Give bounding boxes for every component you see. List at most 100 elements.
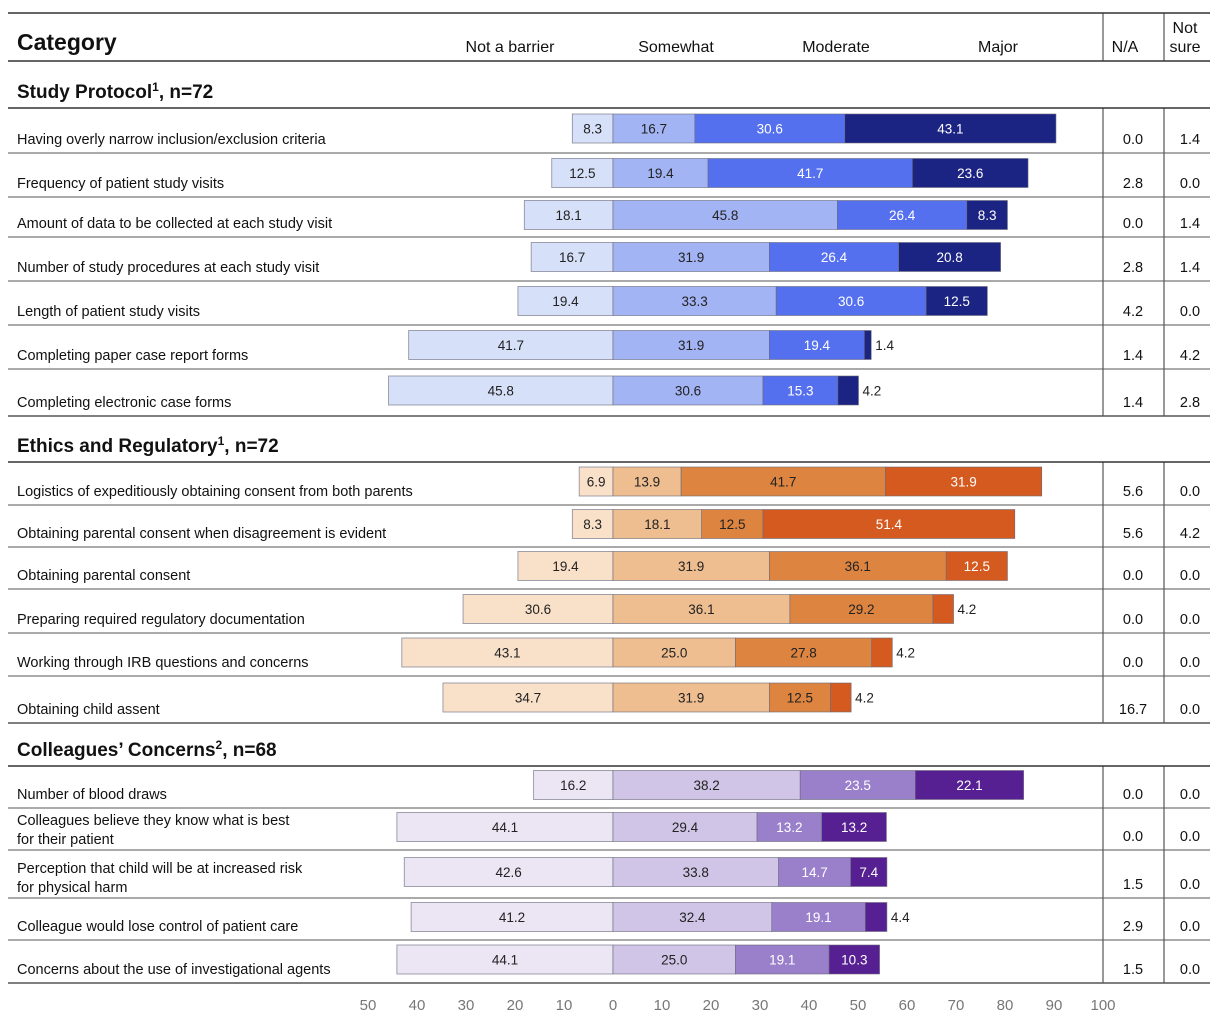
bar-label-moderate: 19.4 xyxy=(804,338,831,353)
bar-segment-moderate xyxy=(799,770,916,800)
bar-segment-major xyxy=(898,242,1001,272)
bar-segment-not-a-barrier xyxy=(523,200,614,230)
not-sure-value: 0.0 xyxy=(1180,655,1200,671)
bar-segment-somewhat xyxy=(612,812,758,842)
bar-label-moderate: 29.2 xyxy=(848,602,874,617)
bar-label-moderate: 15.3 xyxy=(787,384,813,399)
bar-segment-somewhat xyxy=(612,637,736,668)
bar-label-major: 20.8 xyxy=(936,250,962,265)
bar-label-somewhat: 33.8 xyxy=(683,865,709,880)
bar-label-not-a-barrier: 8.3 xyxy=(583,517,602,532)
bar-segment-somewhat xyxy=(612,770,801,800)
x-tick-label: 20 xyxy=(507,997,524,1013)
bar-segment-somewhat xyxy=(612,286,777,316)
x-tick-label: 80 xyxy=(997,997,1014,1013)
bar-segment-major xyxy=(871,637,893,668)
bar-segment-somewhat xyxy=(612,509,702,539)
not-sure-value: 1.4 xyxy=(1180,216,1200,232)
x-tick-label: 100 xyxy=(1090,997,1115,1013)
x-tick-label: 50 xyxy=(850,997,867,1013)
not-sure-value: 0.0 xyxy=(1180,484,1200,500)
bar-segment-major xyxy=(828,944,880,975)
not-sure-value: 2.8 xyxy=(1180,395,1200,411)
bar-segment-moderate xyxy=(778,857,851,887)
bar-label-moderate: 12.5 xyxy=(787,691,813,706)
na-value: 0.0 xyxy=(1123,612,1143,628)
bar-segment-not-a-barrier xyxy=(551,158,614,188)
bar-label-not-a-barrier: 34.7 xyxy=(515,691,541,706)
bar-label-not-a-barrier: 18.1 xyxy=(556,208,582,223)
na-value: 0.0 xyxy=(1123,132,1143,148)
row-label: Colleague would lose control of patient … xyxy=(17,919,298,935)
bar-label-moderate: 27.8 xyxy=(790,646,816,661)
bar-segment-major xyxy=(850,857,888,887)
x-tick-label: 40 xyxy=(801,997,818,1013)
row-label: Obtaining parental consent when disagree… xyxy=(17,526,386,542)
bar-label-major: 7.4 xyxy=(859,865,878,880)
bar-segment-major xyxy=(821,812,887,842)
bar-segment-not-a-barrier xyxy=(403,857,614,887)
bar-segment-not-a-barrier xyxy=(530,242,614,272)
bar-segment-not-a-barrier xyxy=(410,902,614,932)
bar-segment-major xyxy=(915,770,1024,800)
not-sure-value: 0.0 xyxy=(1180,829,1200,845)
bar-segment-moderate xyxy=(735,637,873,668)
na-value: 0.0 xyxy=(1123,216,1143,232)
bar-label-major: 4.2 xyxy=(896,646,915,661)
na-value: 1.4 xyxy=(1123,348,1143,364)
header-level-1: Somewhat xyxy=(638,39,714,56)
bar-label-somewhat: 19.4 xyxy=(647,166,674,181)
bar-label-major: 4.4 xyxy=(891,910,910,925)
na-value: 4.2 xyxy=(1123,304,1143,320)
bar-label-major: 10.3 xyxy=(841,953,867,968)
bar-segment-moderate xyxy=(756,812,823,842)
bar-segment-moderate xyxy=(762,375,839,406)
bar-label-not-a-barrier: 12.5 xyxy=(569,166,595,181)
bar-segment-somewhat xyxy=(612,857,779,887)
bar-label-not-a-barrier: 30.6 xyxy=(525,602,551,617)
bar-segment-moderate xyxy=(769,551,947,581)
x-tick-label: 30 xyxy=(752,997,769,1013)
bar-segment-major xyxy=(932,594,954,624)
bar-segment-moderate xyxy=(735,944,830,975)
bar-segment-not-a-barrier xyxy=(396,944,614,975)
bar-segment-not-a-barrier xyxy=(571,113,614,144)
bar-label-somewhat: 25.0 xyxy=(661,646,687,661)
bar-label-moderate: 41.7 xyxy=(770,475,796,490)
bar-segment-not-a-barrier xyxy=(517,286,614,316)
bar-label-moderate: 19.1 xyxy=(805,910,831,925)
na-value: 1.5 xyxy=(1123,877,1143,893)
not-sure-value: 4.2 xyxy=(1180,526,1200,542)
na-value: 1.5 xyxy=(1123,962,1143,978)
bar-label-major: 51.4 xyxy=(876,517,903,532)
bar-segment-not-a-barrier xyxy=(388,375,614,406)
x-tick-label: 60 xyxy=(899,997,916,1013)
bar-label-somewhat: 36.1 xyxy=(688,602,714,617)
bar-label-major: 13.2 xyxy=(841,820,867,835)
header-level-0: Not a barrier xyxy=(466,39,556,56)
bar-label-somewhat: 16.7 xyxy=(641,122,667,137)
bar-segment-major xyxy=(945,551,1008,581)
bar-segment-moderate xyxy=(701,509,764,539)
bar-label-major: 43.1 xyxy=(937,122,963,137)
not-sure-value: 0.0 xyxy=(1180,877,1200,893)
bar-label-somewhat: 13.9 xyxy=(634,475,660,490)
bar-segment-major xyxy=(925,286,988,316)
x-tick-label: 90 xyxy=(1046,997,1063,1013)
na-value: 2.8 xyxy=(1123,176,1143,192)
bar-label-somewhat: 45.8 xyxy=(712,208,738,223)
bar-label-not-a-barrier: 19.4 xyxy=(552,559,579,574)
bar-label-somewhat: 18.1 xyxy=(644,517,670,532)
header-level-3: Major xyxy=(978,39,1019,56)
bar-label-somewhat: 25.0 xyxy=(661,953,687,968)
bar-label-somewhat: 31.9 xyxy=(678,250,704,265)
x-tick-label: 40 xyxy=(409,997,426,1013)
bar-label-not-a-barrier: 44.1 xyxy=(492,820,518,835)
bar-label-moderate: 23.5 xyxy=(845,778,871,793)
bar-segment-major xyxy=(966,200,1008,230)
x-tick-label: 10 xyxy=(556,997,573,1013)
row-label: Working through IRB questions and concer… xyxy=(17,655,309,671)
not-sure-value: 4.2 xyxy=(1180,348,1200,364)
row-label: Obtaining parental consent xyxy=(17,568,190,584)
